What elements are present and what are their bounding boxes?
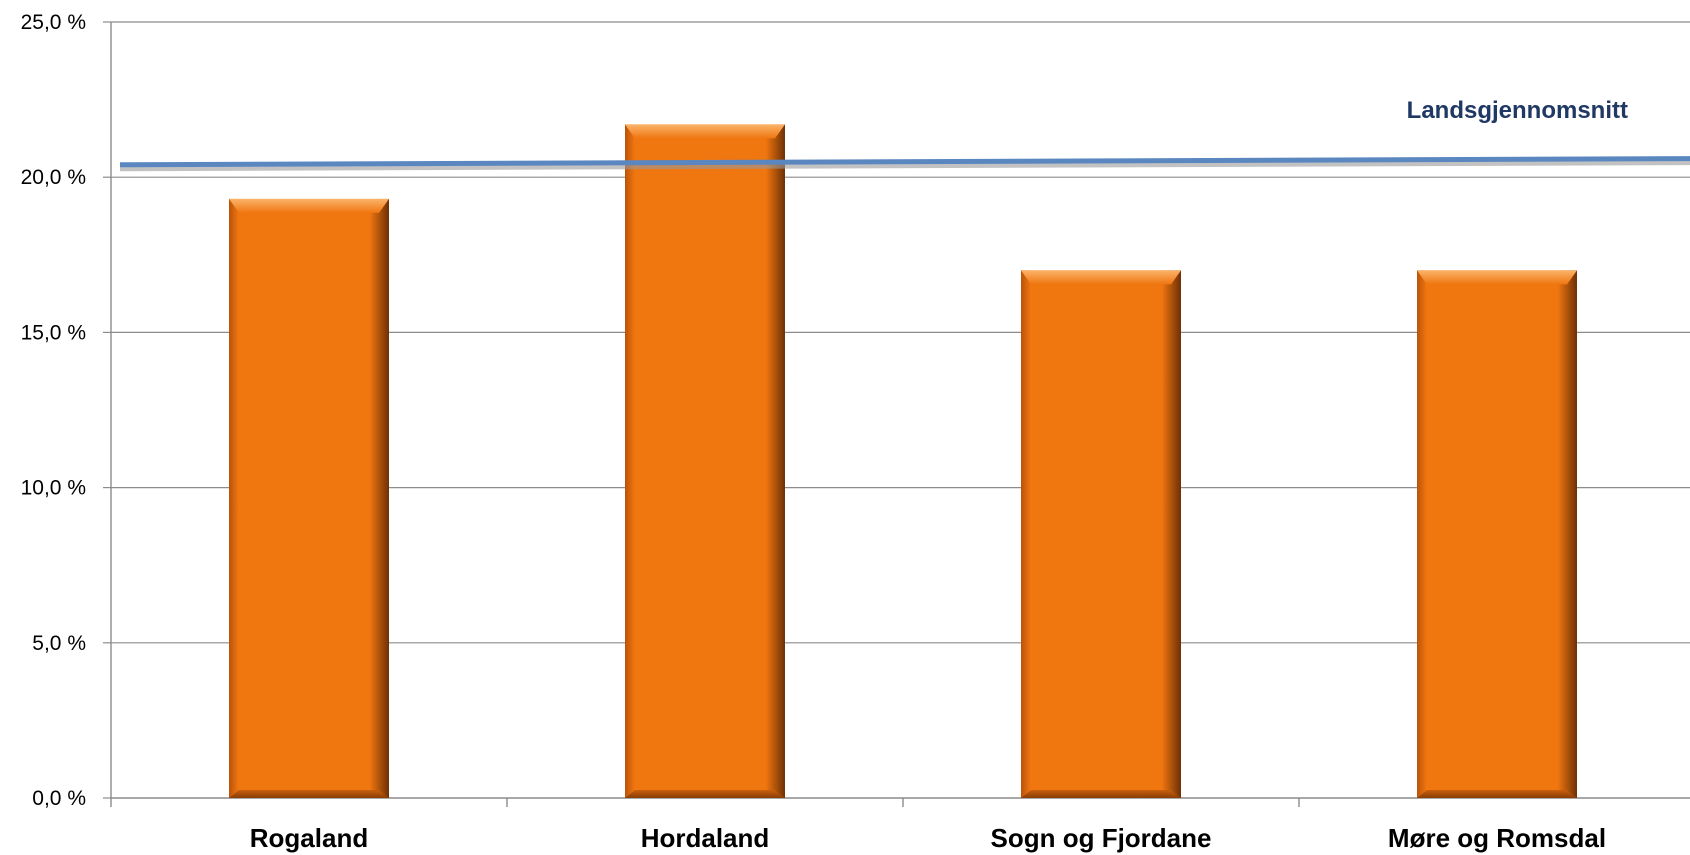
reference-line-label: Landsgjennomsnitt	[1407, 97, 1628, 124]
bar-m-re-og-romsdal	[1417, 270, 1577, 798]
bar-body	[625, 124, 785, 798]
bar-bevel-top	[229, 198, 389, 213]
bar-bevel-bottom	[229, 790, 389, 798]
labels: 0,0 % 5,0 % 10,0 % 15,0 % 20,0 % 25,0 % Rogala…	[21, 11, 1628, 853]
y-tick-label: 0,0 %	[32, 787, 86, 810]
reference-line	[119, 156, 1690, 168]
reference-line-shadow	[119, 160, 1690, 172]
bar-bevel-bottom	[625, 790, 785, 798]
bar-body	[1021, 270, 1181, 798]
x-category-label: Rogaland	[250, 823, 368, 853]
y-tick-label: 25,0 %	[21, 11, 86, 34]
bar-bevel-bottom	[1417, 790, 1577, 798]
bar-body	[229, 198, 389, 799]
reference-line-group	[119, 156, 1690, 172]
bar-bevel-top	[1417, 270, 1577, 285]
y-tick-label: 15,0 %	[21, 321, 86, 344]
bar-bevel-top	[625, 124, 785, 139]
bar-bevel-top	[1021, 270, 1181, 285]
bar-hordaland	[625, 124, 785, 798]
bar-bevel-bottom	[1021, 790, 1181, 798]
x-category-label: Sogn og Fjordane	[991, 823, 1212, 853]
bar-rogaland	[229, 198, 389, 799]
x-category-label: Hordaland	[641, 823, 770, 853]
y-tick-label: 5,0 %	[32, 632, 86, 655]
y-tick-label: 10,0 %	[21, 477, 86, 500]
bar-body	[1417, 270, 1577, 798]
y-tick-label: 20,0 %	[21, 166, 86, 189]
bars	[229, 124, 1577, 799]
x-category-label: Møre og Romsdal	[1388, 823, 1606, 853]
bar-sogn-og-fjordane	[1021, 270, 1181, 798]
